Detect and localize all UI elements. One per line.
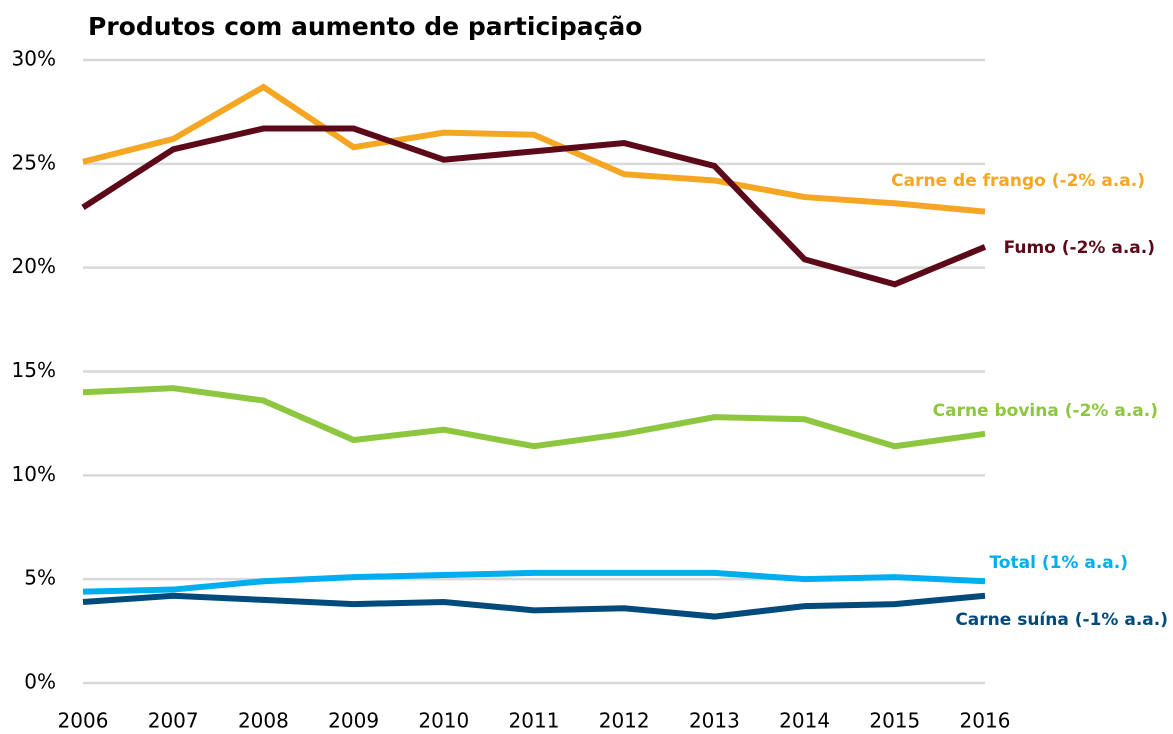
y-tick-label: 25% bbox=[12, 150, 56, 174]
series-line bbox=[82, 83, 986, 215]
x-tick-label: 2009 bbox=[328, 709, 379, 733]
x-tick-label: 2015 bbox=[869, 709, 920, 733]
y-tick-label: 20% bbox=[12, 254, 56, 278]
x-tick-label: 2006 bbox=[58, 709, 109, 733]
x-tick-label: 2010 bbox=[418, 709, 469, 733]
x-tick-label: 2007 bbox=[148, 709, 199, 733]
x-tick-label: 2014 bbox=[779, 709, 830, 733]
x-tick-label: 2016 bbox=[960, 709, 1011, 733]
series-line bbox=[82, 385, 986, 450]
y-tick-label: 5% bbox=[24, 566, 56, 590]
series-line bbox=[82, 592, 986, 620]
x-tick-label: 2011 bbox=[509, 709, 560, 733]
y-tick-label: 0% bbox=[24, 670, 56, 694]
series-line bbox=[81, 125, 987, 288]
series-label: Fumo (-2% a.a.) bbox=[1004, 238, 1155, 258]
series-label: Carne de frango (-2% a.a.) bbox=[891, 171, 1145, 191]
series-label: Carne bovina (-2% a.a.) bbox=[933, 401, 1158, 421]
x-tick-label: 2008 bbox=[238, 709, 289, 733]
x-tick-label: 2013 bbox=[689, 709, 740, 733]
chart-title: Produtos com aumento de participação bbox=[88, 12, 642, 41]
y-tick-label: 15% bbox=[12, 358, 56, 382]
series-label: Carne suína (-1% a.a.) bbox=[955, 610, 1168, 630]
y-tick-label: 10% bbox=[12, 462, 56, 486]
y-tick-label: 30% bbox=[12, 47, 56, 71]
x-tick-label: 2012 bbox=[599, 709, 650, 733]
series-line bbox=[82, 569, 986, 595]
series-label: Total (1% a.a.) bbox=[989, 553, 1128, 573]
